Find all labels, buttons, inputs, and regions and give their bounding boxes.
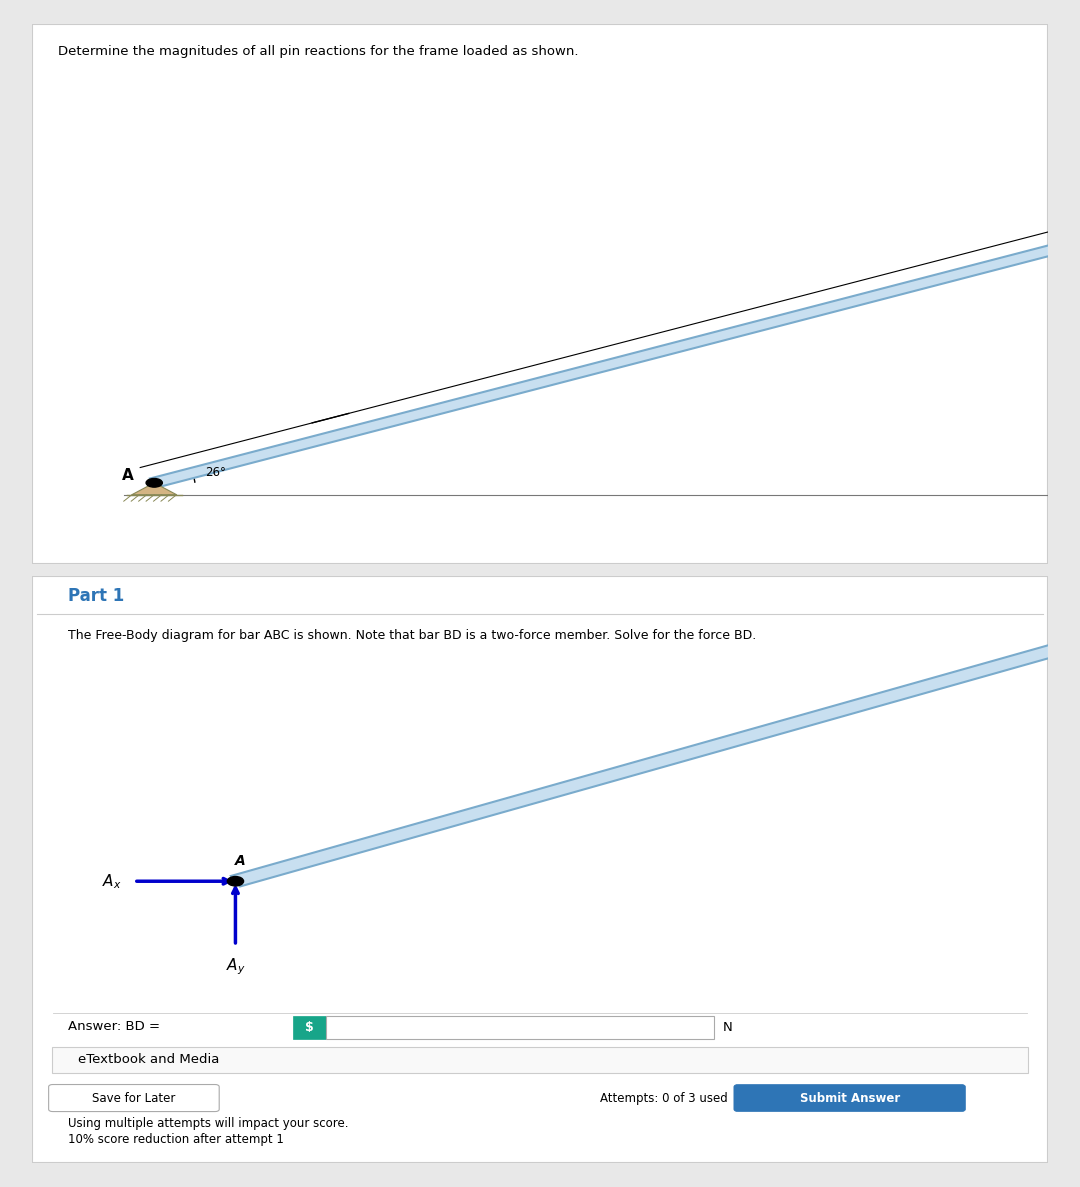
Text: $A_y$: $A_y$	[226, 957, 245, 977]
Text: $: $	[306, 1021, 314, 1034]
Text: eTextbook and Media: eTextbook and Media	[78, 1053, 219, 1066]
Polygon shape	[132, 483, 176, 495]
FancyBboxPatch shape	[734, 1085, 966, 1111]
Text: Save for Later: Save for Later	[92, 1092, 176, 1105]
Text: A: A	[235, 855, 246, 869]
Text: $A_x$: $A_x$	[103, 872, 122, 890]
Text: A: A	[122, 468, 134, 483]
FancyBboxPatch shape	[32, 576, 1048, 1163]
Polygon shape	[150, 0, 1080, 487]
Text: Answer: BD =: Answer: BD =	[68, 1021, 160, 1034]
Circle shape	[227, 876, 244, 886]
Text: N: N	[723, 1021, 732, 1034]
FancyBboxPatch shape	[294, 1016, 326, 1040]
Text: 10% score reduction after attempt 1: 10% score reduction after attempt 1	[68, 1132, 284, 1145]
FancyBboxPatch shape	[32, 24, 1048, 564]
FancyBboxPatch shape	[326, 1016, 714, 1040]
FancyBboxPatch shape	[52, 1047, 1028, 1073]
Circle shape	[146, 478, 162, 487]
Text: Using multiple attempts will impact your score.: Using multiple attempts will impact your…	[68, 1117, 349, 1130]
Text: Determine the magnitudes of all pin reactions for the frame loaded as shown.: Determine the magnitudes of all pin reac…	[58, 45, 578, 58]
Polygon shape	[231, 0, 1080, 887]
Text: The Free-Body diagram for bar ABC is shown. Note that bar BD is a two-force memb: The Free-Body diagram for bar ABC is sho…	[68, 629, 756, 642]
Text: Part 1: Part 1	[68, 588, 124, 605]
FancyBboxPatch shape	[49, 1085, 219, 1111]
Text: 26°: 26°	[205, 466, 226, 480]
Text: Attempts: 0 of 3 used: Attempts: 0 of 3 used	[600, 1092, 728, 1105]
Text: Submit Answer: Submit Answer	[799, 1092, 900, 1105]
